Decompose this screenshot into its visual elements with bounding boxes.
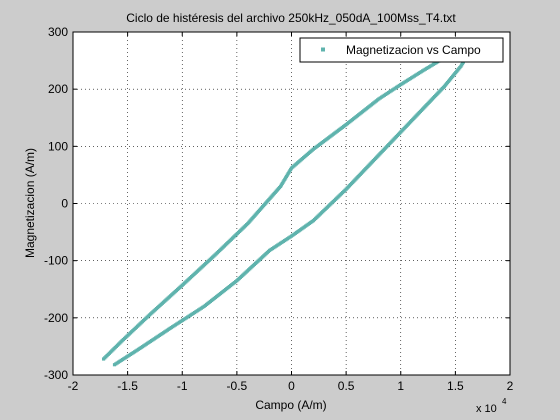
x-axis-label: Campo (A/m) <box>255 398 326 412</box>
x-tick-label: 1.5 <box>447 379 464 393</box>
y-tick-label: 300 <box>48 25 68 39</box>
legend-marker <box>321 47 325 52</box>
legend-box <box>299 37 504 63</box>
y-tick-label: -200 <box>44 311 68 325</box>
y-tick-label: 100 <box>48 139 68 153</box>
chart-title: Ciclo de histéresis del archivo 250kHz_0… <box>126 11 456 25</box>
x-tick-label: -1.5 <box>117 379 138 393</box>
x-tick-label: -2 <box>68 379 79 393</box>
x-multiplier-label: x 10 <box>476 403 497 415</box>
legend-entry-label: Magnetizacion vs Campo <box>346 43 481 57</box>
x-tick-label: 0 <box>288 379 295 393</box>
x-tick-label: -0.5 <box>227 379 248 393</box>
legend: Magnetizacion vs Campo <box>299 37 504 63</box>
x-tick-label: 2 <box>507 379 514 393</box>
x-tick-label: -1 <box>177 379 188 393</box>
axis-ticks: -2 -1.5 -1 -0.5 0 0.5 1 1.5 2 -300 -200 -100 0 100 200… <box>44 25 514 393</box>
x-tick-label: 0.5 <box>338 379 355 393</box>
x-multiplier-exponent: 4 <box>502 397 507 406</box>
y-tick-label: -300 <box>44 368 68 382</box>
data-points <box>101 52 471 367</box>
y-axis-label: Magnetizacion (A/m) <box>23 148 37 258</box>
x-tick-label: 1 <box>397 379 404 393</box>
y-tick-label: 0 <box>61 197 68 211</box>
y-tick-label: -100 <box>44 254 68 268</box>
y-tick-label: 200 <box>48 82 68 96</box>
